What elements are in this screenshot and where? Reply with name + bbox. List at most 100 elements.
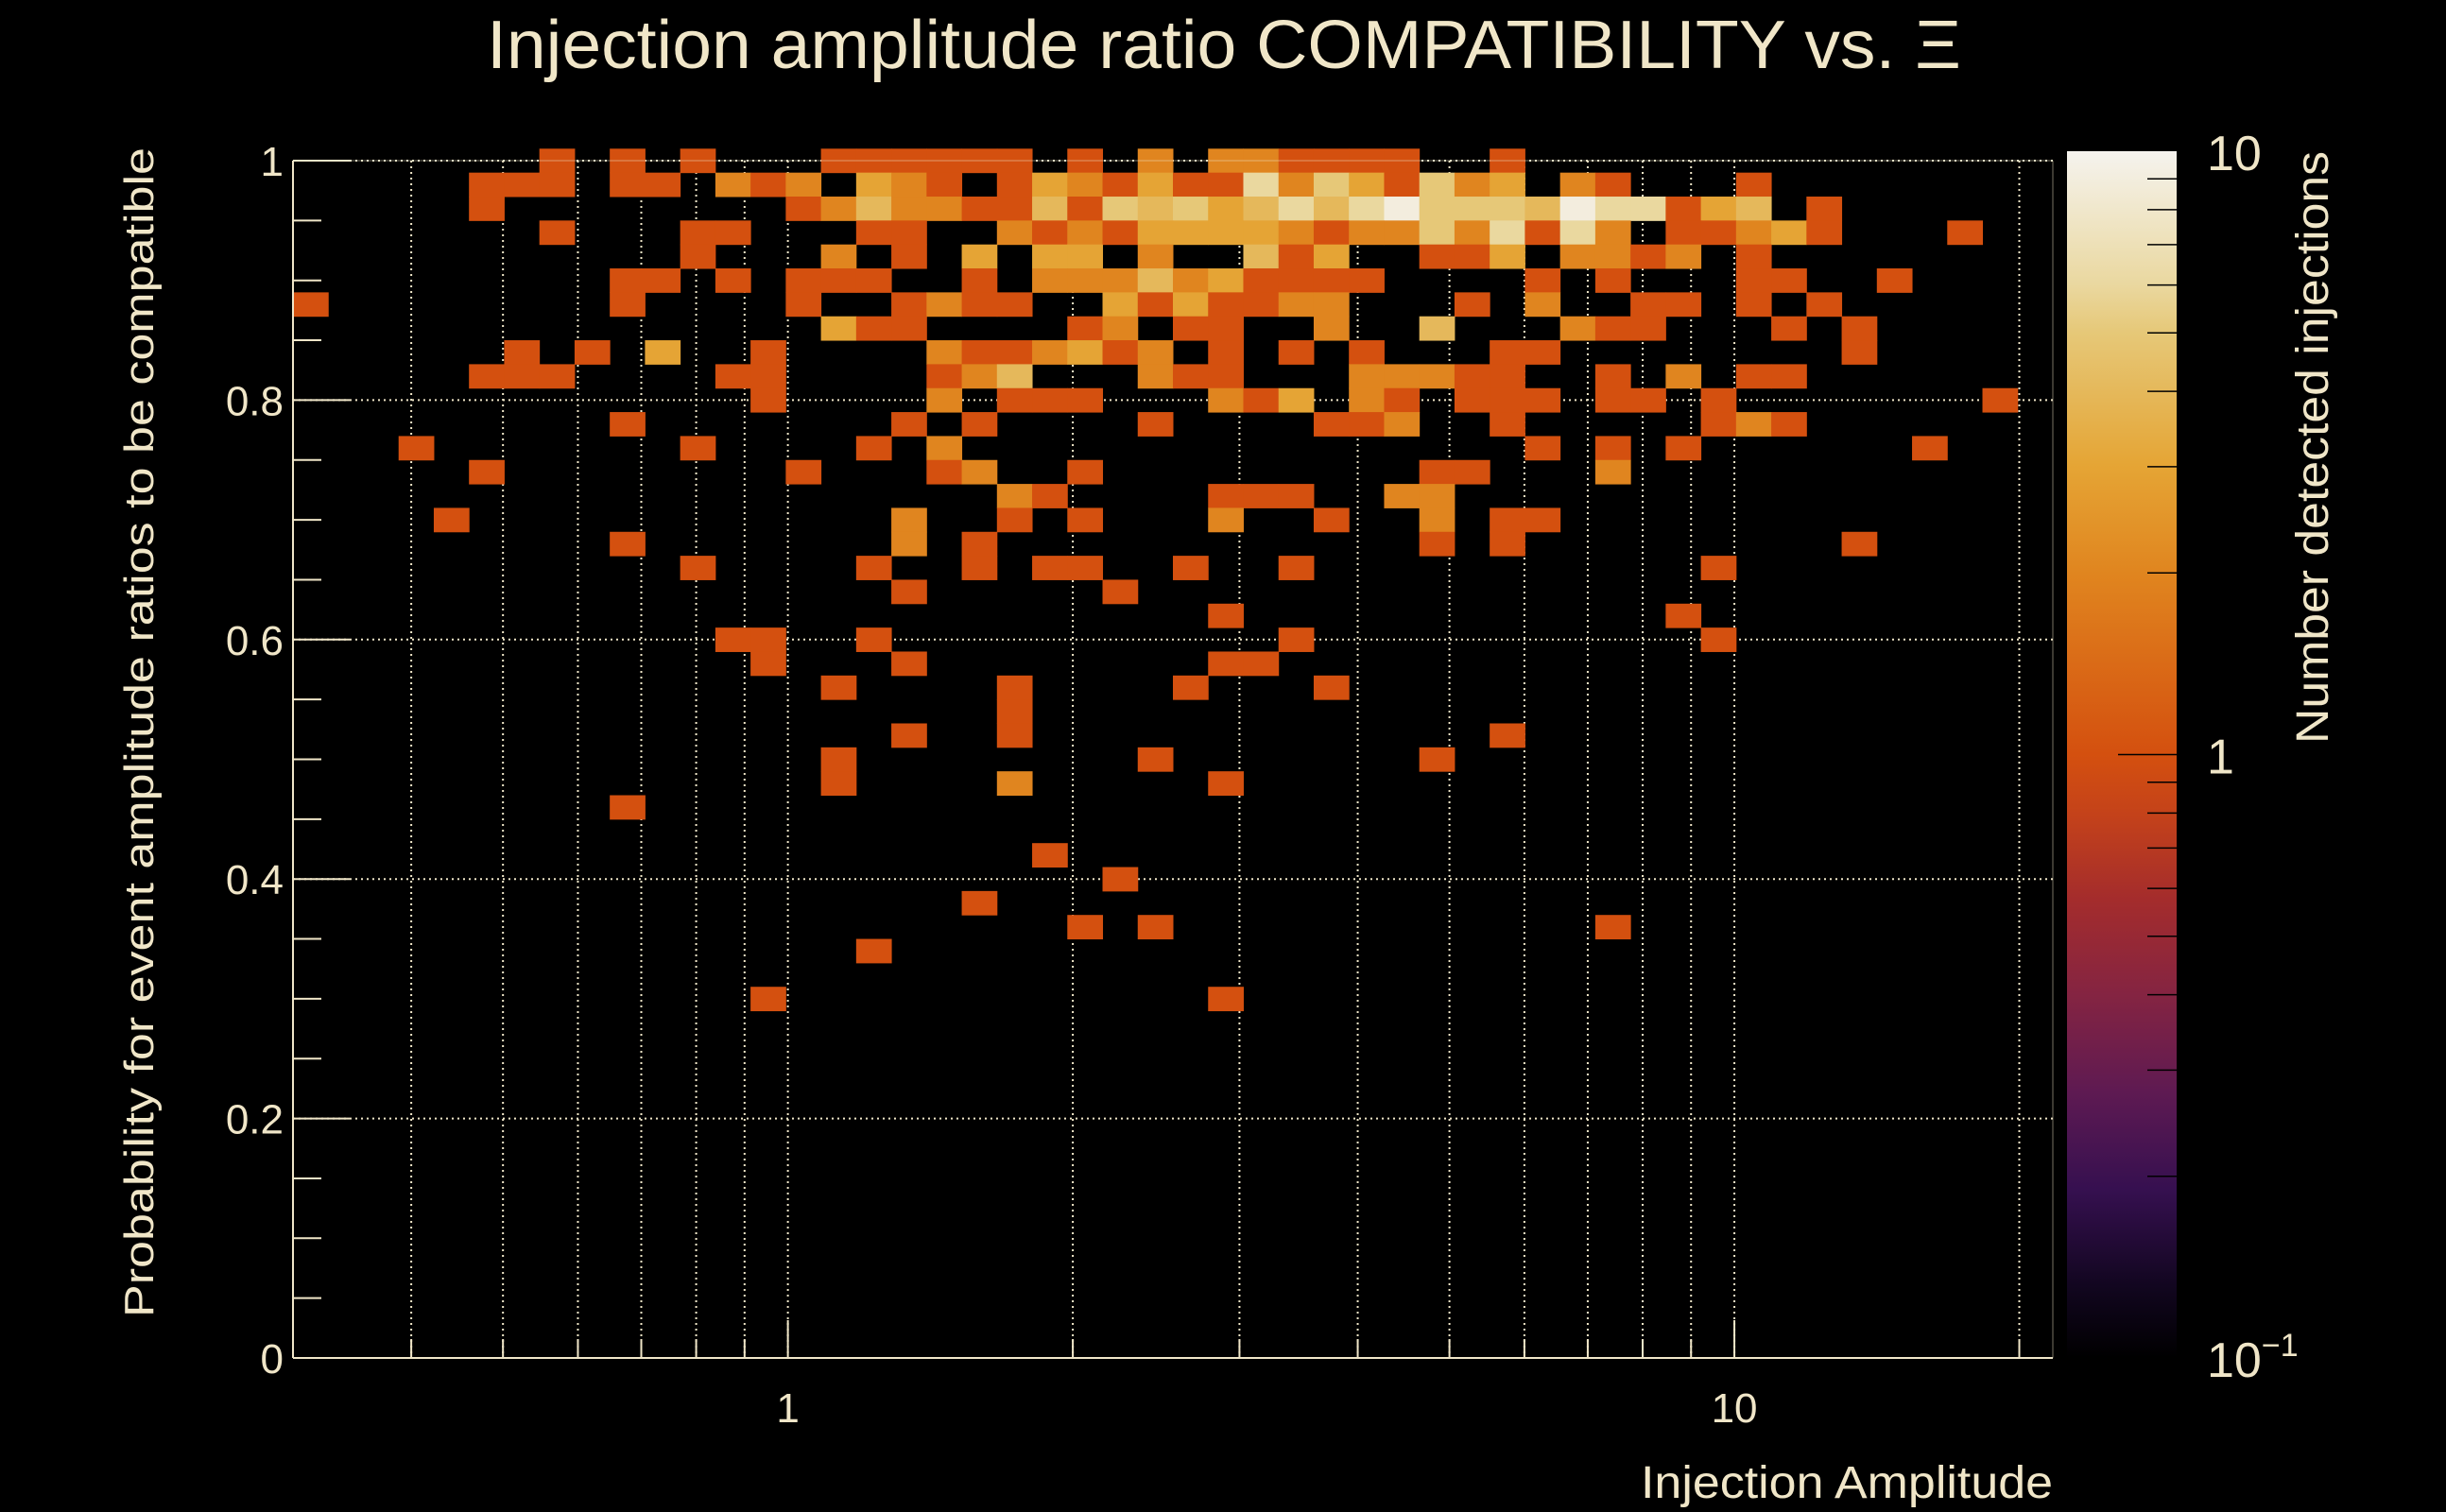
heatmap-cell [1594, 197, 1631, 221]
heatmap-cell [1032, 220, 1068, 246]
heatmap-cell [1137, 292, 1174, 318]
heatmap-cell [1313, 316, 1350, 341]
heatmap-cell [1032, 387, 1068, 413]
heatmap-cell [1700, 220, 1737, 246]
heatmap-cell [1735, 172, 1772, 198]
heatmap-cell [1594, 268, 1631, 293]
heatmap-cell [926, 459, 963, 485]
y-tick-label: 0 [261, 1336, 284, 1383]
heatmap-cell [1067, 220, 1104, 246]
heatmap-cell [1173, 364, 1209, 389]
heatmap-cell [1490, 364, 1525, 389]
heatmap-cell [1594, 915, 1631, 940]
heatmap-cell [1278, 292, 1315, 318]
heatmap-cell [1278, 197, 1315, 221]
heatmap-cell [1313, 197, 1350, 221]
heatmap-cell [539, 172, 576, 198]
heatmap-cell [785, 172, 822, 198]
heatmap-cell [996, 484, 1033, 508]
heatmap-cell [1524, 436, 1561, 461]
heatmap-cell [1102, 867, 1139, 892]
heatmap-cell [1454, 387, 1490, 413]
heatmap-cell [891, 723, 927, 748]
heatmap-cell [1278, 556, 1315, 580]
heatmap-cell [1032, 197, 1068, 221]
heatmap-cell [1384, 220, 1421, 246]
heatmap-cell [1243, 387, 1280, 413]
heatmap-cell [1032, 244, 1068, 269]
heatmap-cell [1349, 172, 1385, 198]
heatmap-cell [1735, 412, 1772, 437]
heatmap-cell [1524, 387, 1561, 413]
heatmap-cell [961, 197, 998, 221]
heatmap-cell [996, 507, 1033, 533]
heatmap-cell [1735, 268, 1772, 293]
heatmap-cell [504, 172, 541, 198]
heatmap-cell [1278, 268, 1315, 293]
heatmap-cell [1032, 843, 1068, 868]
heatmap-cell [961, 340, 998, 365]
heatmap-cell [1243, 484, 1280, 508]
heatmap-cell [820, 675, 857, 700]
colorbar-tick-base: 10 [2207, 127, 2262, 181]
heatmap-cell [996, 197, 1033, 221]
heatmap-cell [1559, 220, 1596, 246]
heatmap-cell [1102, 292, 1139, 318]
heatmap-cell [1349, 220, 1385, 246]
heatmap-cell [1630, 197, 1666, 221]
heatmap-cell [1594, 220, 1631, 246]
heatmap-cell [1665, 220, 1702, 246]
heatmap-cell [1313, 220, 1350, 246]
heatmap-cell [750, 172, 786, 198]
heatmap-cell [610, 795, 646, 820]
heatmap-cell [1700, 387, 1737, 413]
heatmap-cell [1665, 197, 1702, 221]
heatmap-cell [1524, 340, 1561, 365]
heatmap-cell [1384, 172, 1421, 198]
heatmap-cell [1067, 172, 1104, 198]
heatmap-cell [820, 771, 857, 797]
heatmap-cell [680, 220, 716, 246]
heatmap-cell [715, 220, 751, 246]
heatmap-cell [1806, 197, 1843, 221]
heatmap-cell [1454, 220, 1490, 246]
heatmap-cell [996, 723, 1033, 748]
heatmap-cell [996, 771, 1033, 797]
heatmap-cell [1384, 197, 1421, 221]
heatmap-cell [1490, 340, 1525, 365]
heatmap-cell [926, 340, 963, 365]
heatmap-cell [1490, 412, 1525, 437]
heatmap-cell [1349, 268, 1385, 293]
heatmap-cell [1243, 172, 1280, 198]
heatmap-cell [1032, 340, 1068, 365]
heatmap-cell [996, 172, 1033, 198]
heatmap-cell [1454, 364, 1490, 389]
heatmap-cell [1771, 364, 1807, 389]
heatmap-cell [1208, 771, 1244, 797]
heatmap-cell [1102, 579, 1139, 605]
heatmap-cell [1243, 197, 1280, 221]
heatmap-cell [1313, 507, 1350, 533]
heatmap-cell [1384, 387, 1421, 413]
heatmap-cell [1594, 459, 1631, 485]
heatmap-cell [1067, 459, 1104, 485]
heatmap-cell [1208, 172, 1244, 198]
heatmap-cell [820, 197, 857, 221]
heatmap-cell [891, 579, 927, 605]
heatmap-cell [610, 531, 646, 557]
x-tick-labels: 1 10 [776, 1385, 1757, 1432]
heatmap-cell [926, 197, 963, 221]
heatmap-cell [1208, 484, 1244, 508]
heatmap-cell [996, 675, 1033, 700]
heatmap-cell [1102, 268, 1139, 293]
heatmap-cell [1102, 340, 1139, 365]
heatmap-cell [750, 340, 786, 365]
heatmap-cell [1735, 197, 1772, 221]
heatmap-cell [1490, 220, 1525, 246]
colorbar-tick-label: 10 [2207, 127, 2262, 181]
heatmap-cell [610, 292, 646, 318]
heatmap-cell [1032, 484, 1068, 508]
heatmap-cell [1419, 531, 1456, 557]
